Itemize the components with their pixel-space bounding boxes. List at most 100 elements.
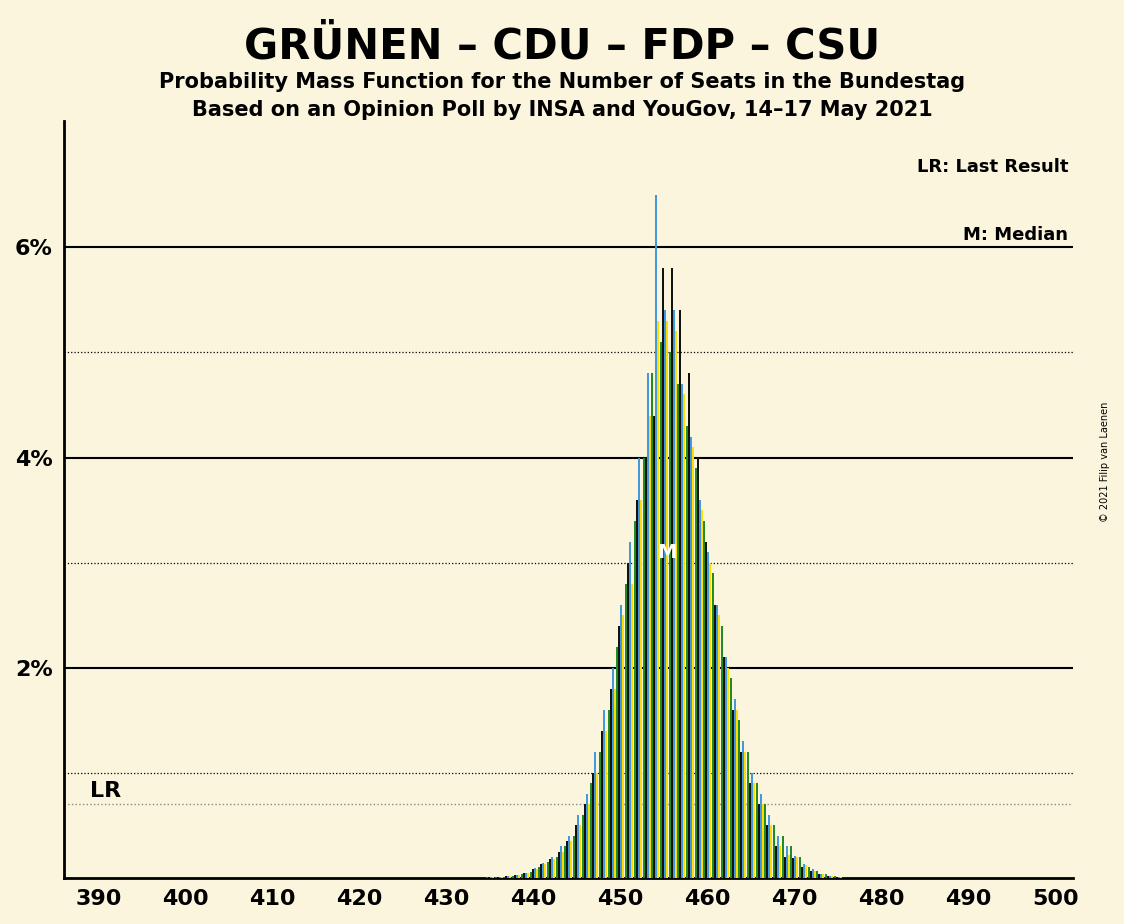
Bar — [651, 373, 653, 878]
Bar — [709, 563, 711, 878]
Bar — [825, 874, 827, 878]
Bar — [577, 815, 579, 878]
Bar — [805, 865, 807, 878]
Bar — [808, 868, 809, 878]
Bar — [486, 877, 488, 878]
Bar — [662, 268, 664, 878]
Bar — [527, 872, 528, 878]
Bar — [658, 321, 660, 878]
Bar — [735, 710, 737, 878]
Bar — [643, 457, 644, 878]
Bar — [534, 869, 535, 878]
Bar — [579, 825, 581, 878]
Bar — [797, 857, 798, 878]
Bar — [707, 553, 709, 878]
Bar — [588, 804, 590, 878]
Bar — [679, 310, 681, 878]
Bar — [837, 877, 840, 878]
Bar — [840, 877, 842, 878]
Bar — [583, 804, 586, 878]
Bar — [738, 720, 741, 878]
Bar — [500, 877, 502, 878]
Bar — [773, 825, 774, 878]
Bar — [818, 874, 821, 878]
Bar — [646, 373, 649, 878]
Bar — [665, 321, 668, 878]
Bar — [566, 841, 569, 878]
Bar — [570, 841, 572, 878]
Bar — [518, 875, 520, 878]
Bar — [803, 864, 805, 878]
Bar — [727, 668, 728, 878]
Bar — [681, 384, 683, 878]
Bar — [551, 857, 553, 878]
Text: Probability Mass Function for the Number of Seats in the Bundestag: Probability Mass Function for the Number… — [158, 72, 966, 92]
Text: GRÜNEN – CDU – FDP – CSU: GRÜNEN – CDU – FDP – CSU — [244, 26, 880, 67]
Bar — [553, 859, 555, 878]
Bar — [755, 784, 758, 878]
Bar — [575, 825, 577, 878]
Text: M: Median: M: Median — [963, 226, 1068, 244]
Bar — [683, 395, 686, 878]
Bar — [569, 836, 570, 878]
Bar — [495, 877, 497, 878]
Bar — [801, 868, 803, 878]
Bar — [504, 877, 506, 878]
Bar — [542, 863, 544, 878]
Bar — [523, 872, 525, 878]
Bar — [699, 500, 700, 878]
Bar — [700, 510, 702, 878]
Bar — [637, 457, 640, 878]
Bar — [674, 332, 677, 878]
Bar — [774, 846, 777, 878]
Bar — [614, 688, 616, 878]
Bar — [790, 846, 792, 878]
Bar — [720, 626, 723, 878]
Bar — [623, 615, 625, 878]
Bar — [836, 877, 837, 878]
Bar — [827, 876, 830, 878]
Bar — [629, 541, 632, 878]
Bar — [762, 804, 763, 878]
Bar — [723, 657, 725, 878]
Bar — [725, 657, 727, 878]
Bar — [535, 869, 537, 878]
Bar — [692, 447, 694, 878]
Bar — [753, 784, 755, 878]
Bar — [610, 688, 611, 878]
Text: LR: Last Result: LR: Last Result — [917, 158, 1068, 176]
Bar — [783, 857, 786, 878]
Bar — [590, 784, 592, 878]
Bar — [732, 710, 734, 878]
Bar — [632, 584, 633, 878]
Bar — [509, 876, 511, 878]
Bar — [549, 859, 551, 878]
Bar — [608, 710, 610, 878]
Bar — [592, 772, 595, 878]
Bar — [544, 864, 546, 878]
Bar — [558, 852, 560, 878]
Bar — [831, 876, 833, 878]
Bar — [746, 752, 749, 878]
Bar — [499, 877, 500, 878]
Bar — [655, 195, 658, 878]
Bar — [697, 457, 699, 878]
Bar — [582, 815, 583, 878]
Bar — [742, 741, 744, 878]
Text: Based on an Opinion Poll by INSA and YouGov, 14–17 May 2021: Based on an Opinion Poll by INSA and You… — [191, 100, 933, 120]
Bar — [713, 573, 714, 878]
Bar — [749, 784, 751, 878]
Bar — [688, 373, 690, 878]
Bar — [660, 342, 662, 878]
Bar — [490, 877, 492, 878]
Bar — [541, 864, 542, 878]
Bar — [597, 772, 598, 878]
Bar — [821, 874, 823, 878]
Bar — [616, 647, 618, 878]
Bar — [672, 310, 674, 878]
Bar — [564, 846, 566, 878]
Bar — [599, 752, 601, 878]
Bar — [741, 752, 742, 878]
Bar — [605, 731, 607, 878]
Bar — [653, 416, 655, 878]
